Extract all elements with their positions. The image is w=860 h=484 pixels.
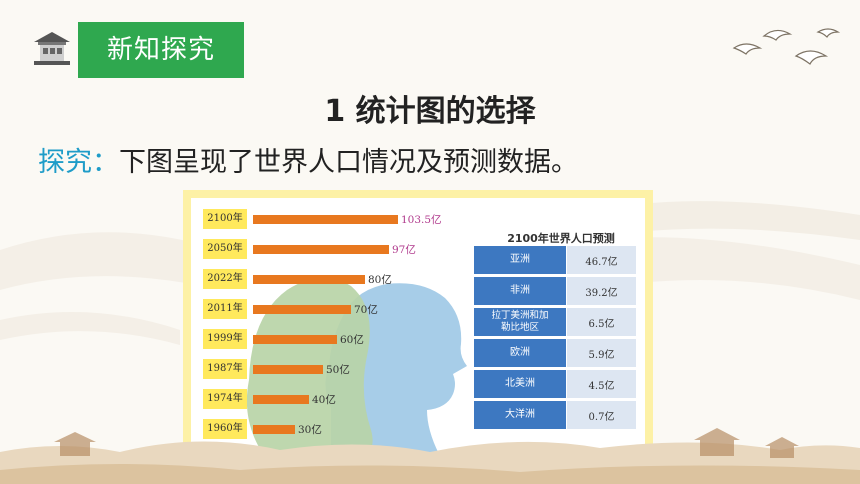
population-bar	[253, 425, 295, 434]
bar-value-label: 103.5亿	[401, 214, 442, 226]
year-label: 2011年	[203, 299, 247, 319]
forecast-table-row: 非洲 39.2亿	[474, 277, 636, 305]
population-bar	[253, 395, 309, 404]
population-bar	[253, 365, 323, 374]
bar-value-label: 50亿	[326, 364, 350, 376]
population-bar	[253, 305, 351, 314]
forecast-value: 46.7亿	[567, 246, 636, 274]
bar-value-label: 40亿	[312, 394, 336, 406]
forecast-region: 欧洲	[474, 339, 566, 367]
forecast-region: 大洋洲	[474, 401, 566, 429]
population-bar	[253, 215, 398, 224]
forecast-region: 北美洲	[474, 370, 566, 398]
year-label: 1999年	[203, 329, 247, 349]
table-title: 2100年世界人口预测	[507, 232, 615, 245]
forecast-value: 6.5亿	[567, 308, 636, 336]
intro-keyword: 探究：	[38, 147, 119, 178]
forecast-table-row: 欧洲 5.9亿	[474, 339, 636, 367]
lesson-title: 1 统计图的选择	[324, 94, 536, 129]
year-label: 2022年	[203, 269, 247, 289]
bar-value-label: 30亿	[298, 424, 322, 436]
forecast-value: 5.9亿	[567, 339, 636, 367]
forecast-table-row: 拉丁美洲和加勒比地区 6.5亿	[474, 308, 636, 336]
forecast-region: 非洲	[474, 277, 566, 305]
bar-value-label: 60亿	[340, 334, 364, 346]
year-label: 2050年	[203, 239, 247, 259]
section-tag: 新知探究	[78, 22, 244, 78]
population-figure: 2100年 103.5亿 2050年 97亿 2022年 80亿 2011年 70亿 1999年…	[183, 190, 653, 462]
forecast-table-row: 亚洲 46.7亿	[474, 246, 636, 274]
bar-value-label: 97亿	[392, 244, 416, 256]
forecast-table-row: 北美洲 4.5亿	[474, 370, 636, 398]
bar-value-label: 80亿	[368, 274, 392, 286]
year-label: 2100年	[203, 209, 247, 229]
pavilion-logo-icon	[34, 32, 70, 65]
ground-decoration	[0, 428, 860, 484]
year-label: 1974年	[203, 389, 247, 409]
forecast-value: 4.5亿	[567, 370, 636, 398]
forecast-region: 亚洲	[474, 246, 566, 274]
bar-value-label: 70亿	[354, 304, 378, 316]
forecast-region: 拉丁美洲和加勒比地区	[474, 308, 566, 336]
population-bar	[253, 245, 389, 254]
year-label: 1987年	[203, 359, 247, 379]
population-bar	[253, 275, 365, 284]
population-bar	[253, 335, 337, 344]
forecast-value: 39.2亿	[567, 277, 636, 305]
forecast-table-row: 大洋洲 0.7亿	[474, 401, 636, 429]
intro-text: 探究：下图呈现了世界人口情况及预测数据。	[38, 140, 578, 179]
year-label: 1960年	[203, 419, 247, 439]
crane-decoration-icon	[732, 28, 841, 65]
forecast-value: 0.7亿	[567, 401, 636, 429]
figure-canvas: 2100年 103.5亿 2050年 97亿 2022年 80亿 2011年 70亿 1999年…	[191, 198, 645, 454]
intro-body: 下图呈现了世界人口情况及预测数据。	[119, 147, 578, 178]
